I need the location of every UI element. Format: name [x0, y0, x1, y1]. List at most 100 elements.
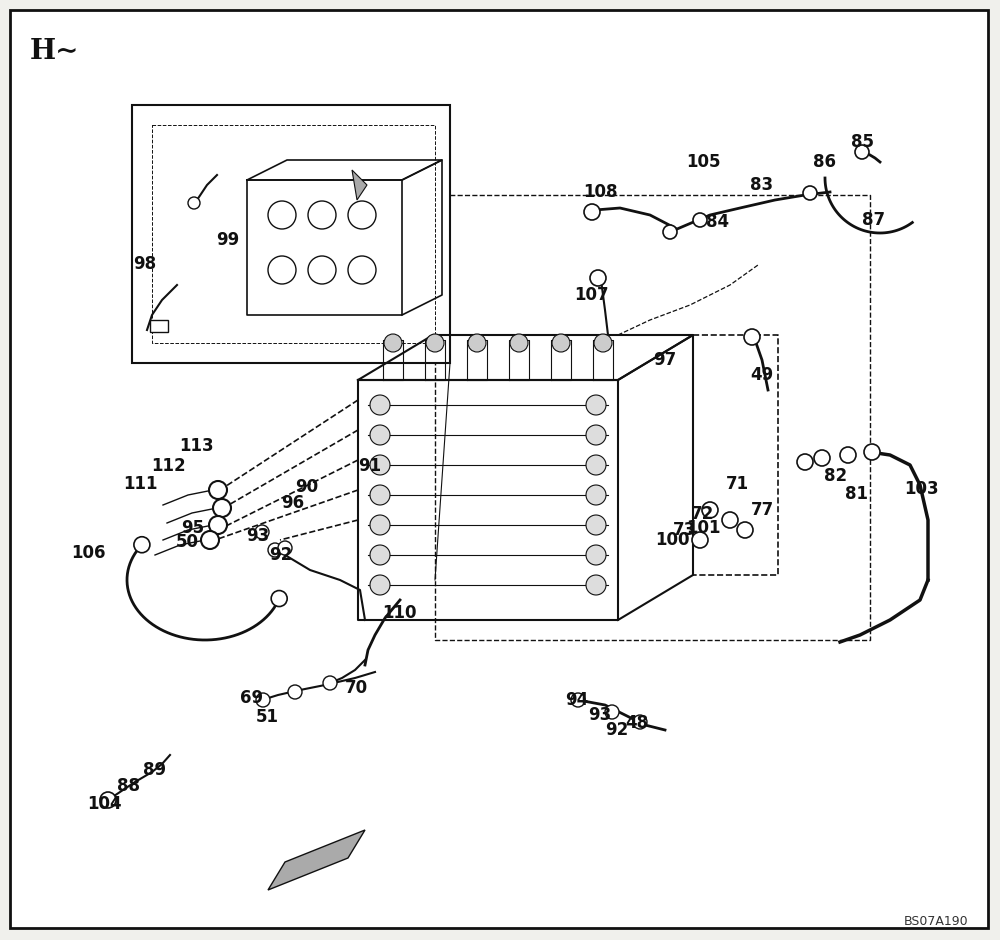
Circle shape [803, 186, 817, 200]
Circle shape [590, 270, 606, 286]
Circle shape [605, 705, 619, 719]
Text: 92: 92 [605, 721, 629, 739]
Circle shape [278, 541, 292, 555]
Circle shape [100, 792, 116, 808]
Text: 107: 107 [574, 286, 608, 304]
Circle shape [188, 197, 200, 209]
Text: 97: 97 [653, 351, 677, 369]
Circle shape [308, 256, 336, 284]
Circle shape [692, 532, 708, 548]
Circle shape [864, 444, 880, 460]
Text: 81: 81 [844, 485, 868, 503]
Text: 51: 51 [256, 708, 279, 726]
Text: 92: 92 [269, 546, 293, 564]
Bar [132, 105, 450, 363]
Text: 77: 77 [750, 501, 774, 519]
Circle shape [268, 201, 296, 229]
Text: 93: 93 [246, 527, 270, 545]
Circle shape [855, 145, 869, 159]
Circle shape [370, 545, 390, 565]
Text: 87: 87 [862, 211, 886, 229]
Text: 101: 101 [686, 519, 720, 537]
Text: 82: 82 [824, 467, 848, 485]
Circle shape [201, 531, 219, 549]
Text: 48: 48 [625, 714, 649, 732]
Circle shape [370, 515, 390, 535]
Text: BS07A190: BS07A190 [903, 915, 968, 928]
Text: 112: 112 [151, 457, 185, 475]
Text: 85: 85 [852, 133, 874, 151]
Text: 108: 108 [583, 183, 617, 201]
Circle shape [288, 685, 302, 699]
Circle shape [586, 515, 606, 535]
Text: 111: 111 [123, 475, 157, 493]
Circle shape [693, 213, 707, 227]
Text: 88: 88 [117, 777, 140, 795]
Circle shape [370, 395, 390, 415]
Circle shape [468, 334, 486, 352]
Circle shape [744, 329, 760, 345]
Text: 49: 49 [750, 366, 774, 384]
Circle shape [268, 256, 296, 284]
Text: 84: 84 [706, 213, 730, 231]
Bar [150, 320, 168, 332]
Circle shape [323, 676, 337, 690]
Circle shape [552, 334, 570, 352]
Text: H∼: H∼ [30, 38, 79, 65]
Text: 104: 104 [87, 795, 121, 813]
Text: 94: 94 [565, 691, 589, 709]
Circle shape [370, 575, 390, 595]
Circle shape [209, 481, 227, 499]
Text: 89: 89 [143, 761, 167, 779]
Text: 98: 98 [133, 255, 157, 273]
Circle shape [663, 225, 677, 239]
Circle shape [840, 447, 856, 463]
Circle shape [797, 454, 813, 470]
Circle shape [586, 425, 606, 445]
Circle shape [348, 256, 376, 284]
Text: 86: 86 [812, 153, 836, 171]
Circle shape [268, 543, 282, 557]
Circle shape [209, 516, 227, 534]
Circle shape [702, 502, 718, 518]
Circle shape [571, 693, 585, 707]
Text: 73: 73 [673, 521, 697, 539]
Text: 69: 69 [240, 689, 264, 707]
Circle shape [370, 425, 390, 445]
Circle shape [594, 334, 612, 352]
Polygon shape [352, 170, 367, 200]
Circle shape [370, 455, 390, 475]
Circle shape [722, 512, 738, 528]
Circle shape [586, 395, 606, 415]
Text: 110: 110 [382, 604, 416, 622]
Circle shape [271, 590, 287, 606]
Text: 91: 91 [358, 457, 382, 475]
Circle shape [737, 522, 753, 538]
Text: 100: 100 [655, 531, 689, 549]
Text: 93: 93 [588, 706, 612, 724]
Text: 105: 105 [686, 153, 720, 171]
Circle shape [370, 485, 390, 505]
Circle shape [308, 201, 336, 229]
Circle shape [348, 201, 376, 229]
Circle shape [256, 693, 270, 707]
Text: 106: 106 [71, 544, 105, 562]
Circle shape [586, 455, 606, 475]
Text: 99: 99 [216, 231, 240, 249]
Text: 90: 90 [295, 478, 319, 496]
Circle shape [584, 204, 600, 220]
Text: 83: 83 [750, 176, 774, 194]
Text: 71: 71 [725, 475, 749, 493]
Polygon shape [268, 830, 365, 890]
Circle shape [814, 450, 830, 466]
Circle shape [213, 499, 231, 517]
Circle shape [586, 545, 606, 565]
Circle shape [426, 334, 444, 352]
Text: 103: 103 [905, 480, 939, 498]
Text: 113: 113 [179, 437, 213, 455]
Text: 96: 96 [281, 494, 305, 512]
Circle shape [586, 575, 606, 595]
Text: 50: 50 [176, 533, 199, 551]
Text: 95: 95 [181, 519, 205, 537]
Circle shape [384, 334, 402, 352]
